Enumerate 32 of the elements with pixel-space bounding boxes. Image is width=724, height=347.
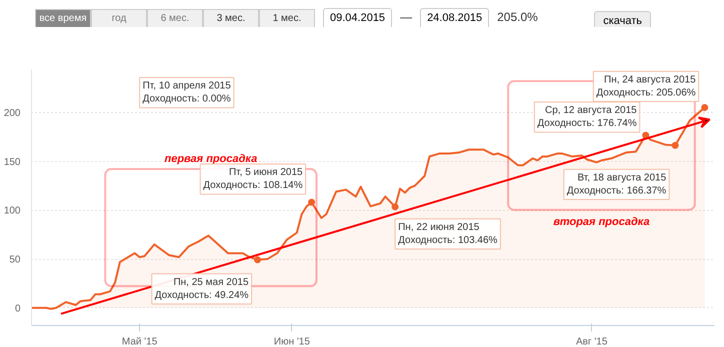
point: [308, 198, 316, 206]
text: скачать: [602, 14, 643, 29]
y-tick-label: 0: [14, 303, 21, 314]
text: 24.08.2015: [420, 8, 490, 30]
text: 1 мес.: [259, 9, 315, 30]
annotation: Пн, 22 июня 2015 Доходность: 103.46%: [398, 222, 498, 246]
point: [254, 256, 262, 264]
text: 6 мес.: [147, 9, 203, 30]
text: все время: [35, 9, 91, 30]
annotation: первая просадка: [164, 153, 258, 166]
point: [392, 203, 399, 210]
point: [672, 142, 679, 149]
y-tick-label: 200: [4, 108, 21, 119]
annotation: Вт, 18 августа 2015 Доходность: 166.37%: [566, 172, 667, 197]
y-tick-label: 50: [9, 254, 21, 266]
annotation: Пн, 24 августа 2015 Доходность: 205.06%: [596, 74, 696, 99]
x-tick-label: Май '15: [122, 336, 158, 347]
y-tick-label: 150: [4, 156, 21, 168]
annotation: Пт, 10 апреля 2015 Доходность: 0.00%: [142, 80, 232, 105]
point: [701, 104, 708, 112]
annotation: Ср, 12 августа 2015 Доходность: 176.74%: [537, 105, 638, 130]
annotation: Пт, 5 июня 2015 Доходность: 108.14%: [203, 167, 304, 192]
x-tick-label: Авг '15: [576, 336, 608, 347]
text: год: [91, 9, 147, 30]
text: 09.04.2015: [323, 8, 392, 30]
annotation: Пн, 25 мая 2015 Доходность: 49.24%: [154, 276, 249, 301]
text: 205.0%: [497, 9, 538, 26]
y-tick-label: 100: [4, 206, 21, 217]
x-tick-label: Июн '15: [274, 336, 310, 347]
text: 3 мес.: [203, 9, 259, 30]
annotation: вторая просадка: [553, 216, 650, 228]
text: —: [400, 9, 412, 26]
